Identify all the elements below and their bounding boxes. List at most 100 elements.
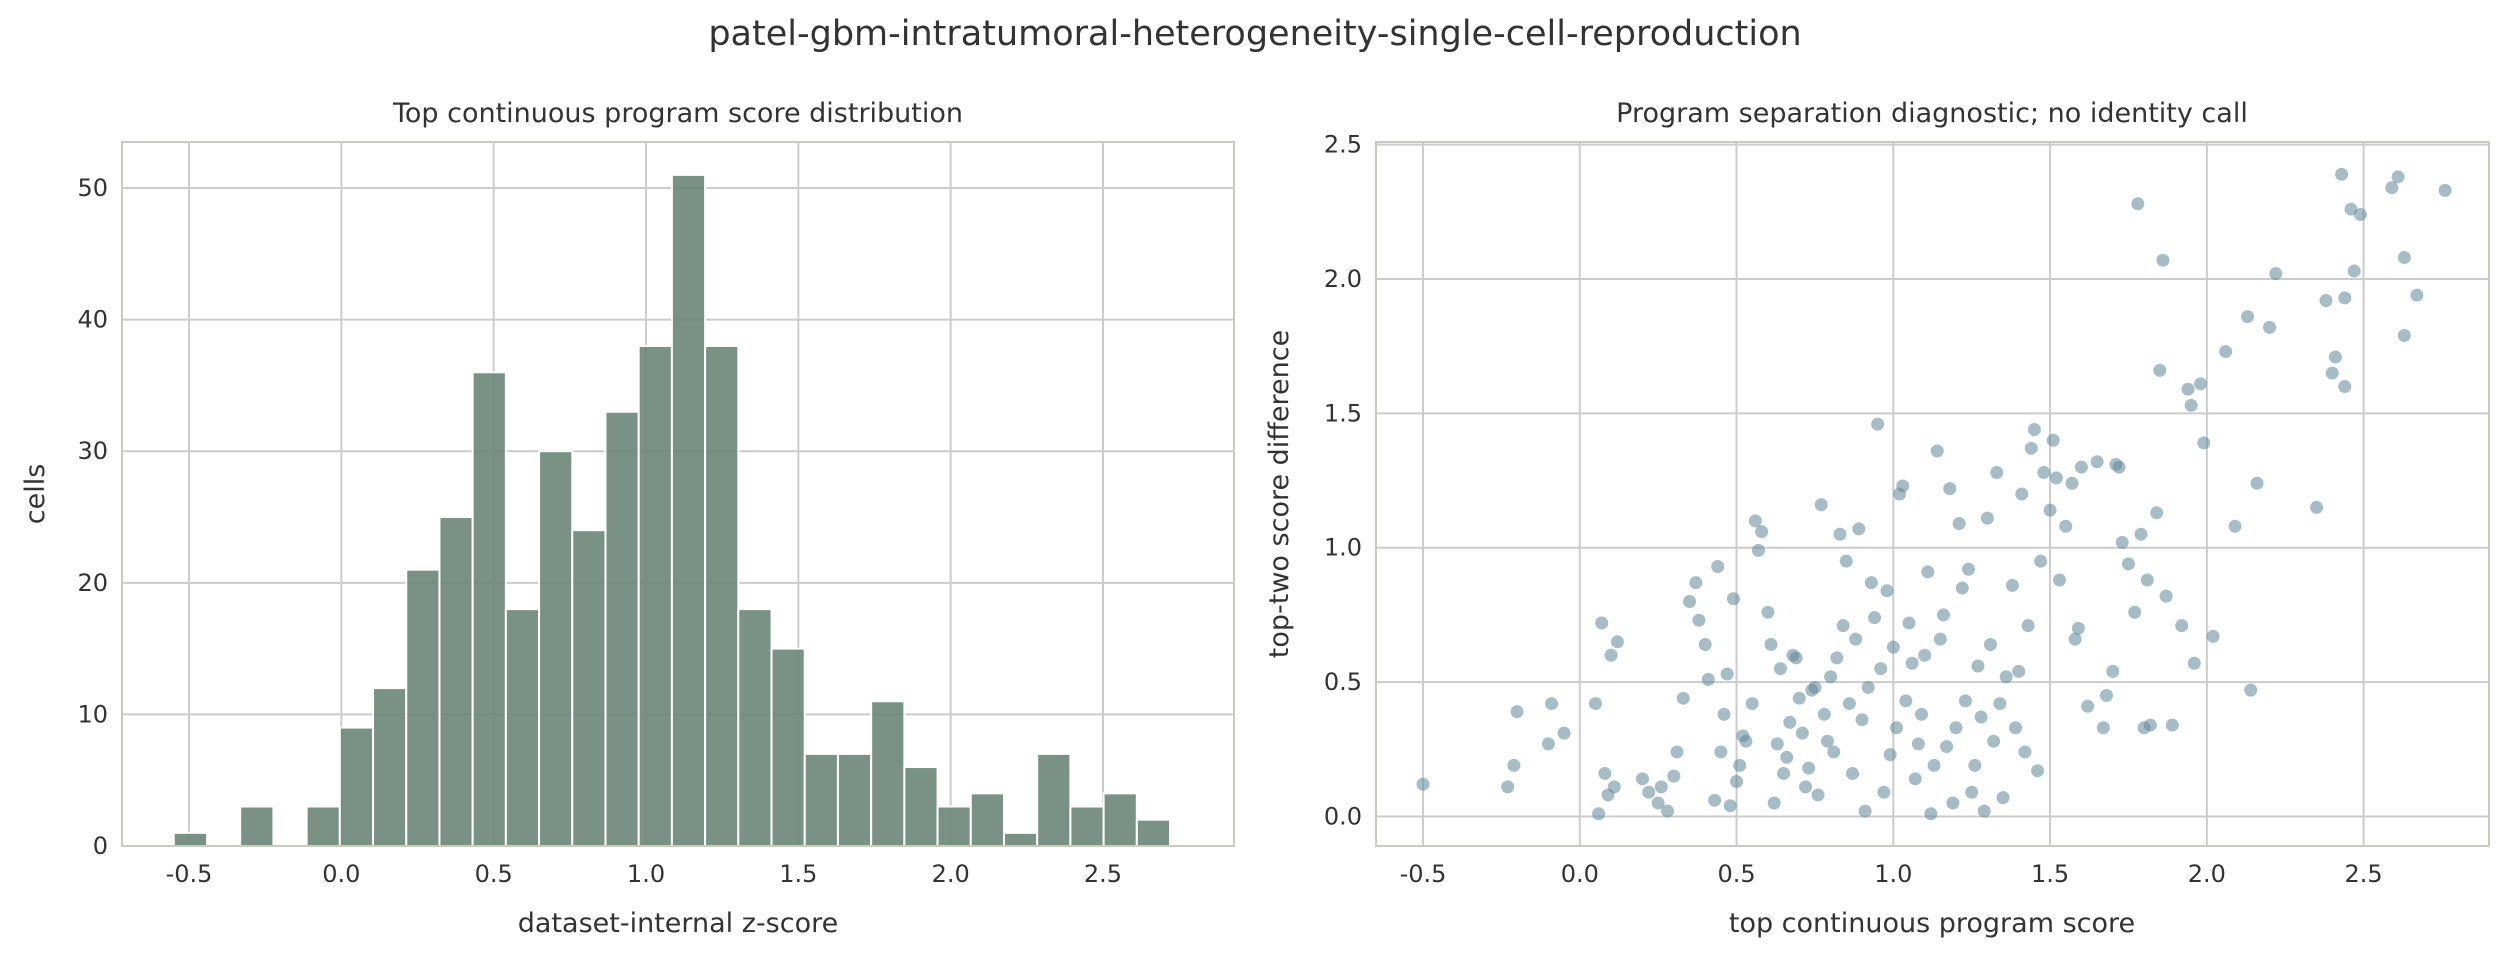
scatter-point: [1730, 775, 1744, 789]
scatter-point: [2115, 535, 2129, 549]
histogram-bar: [604, 410, 640, 847]
scatter-point: [2052, 573, 2066, 587]
figure-suptitle: patel-gbm-intratumoral-heterogeneity-sin…: [708, 14, 1802, 54]
scatter-point: [1977, 804, 1991, 818]
scatter-point: [2071, 621, 2085, 635]
scatter-point: [2012, 664, 2026, 678]
histogram-bar: [1135, 818, 1172, 848]
scatter-point: [2153, 363, 2167, 377]
scatter-point: [1711, 560, 1725, 574]
scatter-point: [1902, 616, 1916, 630]
scatter-point: [1990, 466, 2004, 480]
histogram-x-ticks: -0.5 0.0 0.5 1.0 1.5 2.0 2.5: [166, 860, 1122, 888]
histogram-x-tick-label: 0.5: [475, 860, 513, 888]
scatter-point: [2143, 718, 2157, 732]
histogram-bar: [1102, 792, 1138, 848]
scatter-point: [2244, 683, 2258, 697]
scatter-point: [2096, 721, 2110, 735]
scatter-point: [1952, 517, 1966, 531]
scatter-point: [1507, 758, 1521, 772]
scatter-point: [2121, 557, 2135, 571]
scatter-point: [2081, 699, 2095, 713]
scatter-point: [1592, 807, 1606, 821]
scatter-point: [2250, 476, 2264, 490]
scatter-point: [2159, 589, 2173, 603]
scatter-point: [1849, 632, 1863, 646]
histogram-bar: [504, 608, 541, 848]
scatter-point: [2068, 632, 2082, 646]
scatter-point: [2024, 441, 2038, 455]
scatter-point: [1921, 565, 1935, 579]
scatter-point: [1651, 796, 1665, 810]
scatter-point: [1745, 697, 1759, 711]
scatter-point: [2156, 253, 2170, 267]
scatter-point: [2046, 433, 2060, 447]
scatter-point: [1833, 527, 1847, 541]
histogram-bar: [670, 173, 707, 847]
scatter-point: [1780, 750, 1794, 764]
scatter-point: [1858, 804, 1872, 818]
scatter-point: [1683, 594, 1697, 608]
scatter-point: [2206, 629, 2220, 643]
scatter-point: [2197, 436, 2211, 450]
scatter-point: [1773, 662, 1787, 676]
scatter-point: [1974, 710, 1988, 724]
scatter-point: [1877, 785, 1891, 799]
scatter-point: [2335, 167, 2349, 181]
scatter-point: [1949, 721, 1963, 735]
scatter-point: [1654, 780, 1668, 794]
scatter-grid: [1376, 142, 2489, 846]
scatter-point: [1811, 788, 1825, 802]
histogram-x-tick-label: 0.0: [322, 860, 360, 888]
histogram-y-tick-label: 30: [77, 437, 108, 465]
histogram-bar: [239, 805, 275, 848]
scatter-point: [2184, 398, 2198, 412]
scatter-point: [2112, 460, 2126, 474]
histogram-bar: [637, 344, 673, 847]
scatter-x-tick-label: 2.0: [2188, 860, 2226, 888]
histogram-x-tick-label: 1.5: [779, 860, 817, 888]
scatter-point: [1968, 758, 1982, 772]
scatter-point: [2128, 605, 2142, 619]
scatter-y-tick-label: 1.0: [1324, 534, 1362, 562]
scatter-point: [2181, 382, 2195, 396]
scatter-point: [1874, 662, 1888, 676]
histogram-bar: [903, 766, 939, 848]
scatter-point: [1830, 651, 1844, 665]
scatter-point: [2228, 519, 2242, 533]
histogram-bar: [372, 687, 408, 847]
scatter-point: [2310, 500, 2324, 514]
scatter-point: [1770, 737, 1784, 751]
scatter-point: [2325, 366, 2339, 380]
scatter-point: [2100, 689, 2114, 703]
scatter-point: [2018, 745, 2032, 759]
scatter-point: [1999, 670, 2013, 684]
histogram-bar: [770, 647, 806, 847]
histogram-x-tick-label: 2.0: [932, 860, 970, 888]
scatter-point: [1607, 780, 1621, 794]
scatter-point: [1416, 777, 1430, 791]
scatter-point: [1930, 444, 1944, 458]
histogram-bar: [471, 371, 507, 847]
histogram-bar: [803, 752, 839, 848]
histogram-panel: Top continuous program score distributio…: [20, 98, 1235, 939]
histogram-y-label: cells: [20, 464, 51, 525]
histogram-bar: [870, 700, 906, 847]
scatter-point: [2059, 519, 2073, 533]
scatter-x-tick-label: 0.0: [1561, 860, 1599, 888]
scatter-point: [1789, 651, 1803, 665]
scatter-point: [1889, 721, 1903, 735]
histogram-bar: [936, 805, 972, 848]
scatter-point: [1846, 766, 1860, 780]
scatter-point: [1708, 793, 1722, 807]
histogram-y-tick-label: 50: [77, 174, 108, 202]
scatter-point: [2338, 380, 2352, 394]
scatter-point: [1864, 576, 1878, 590]
scatter-point: [1839, 554, 1853, 568]
histogram-x-tick-label: 1.0: [627, 860, 665, 888]
scatter-point: [2140, 573, 2154, 587]
scatter-point: [1717, 707, 1731, 721]
scatter-point: [1733, 758, 1747, 772]
scatter-point: [1824, 670, 1838, 684]
scatter-point: [1984, 637, 1998, 651]
